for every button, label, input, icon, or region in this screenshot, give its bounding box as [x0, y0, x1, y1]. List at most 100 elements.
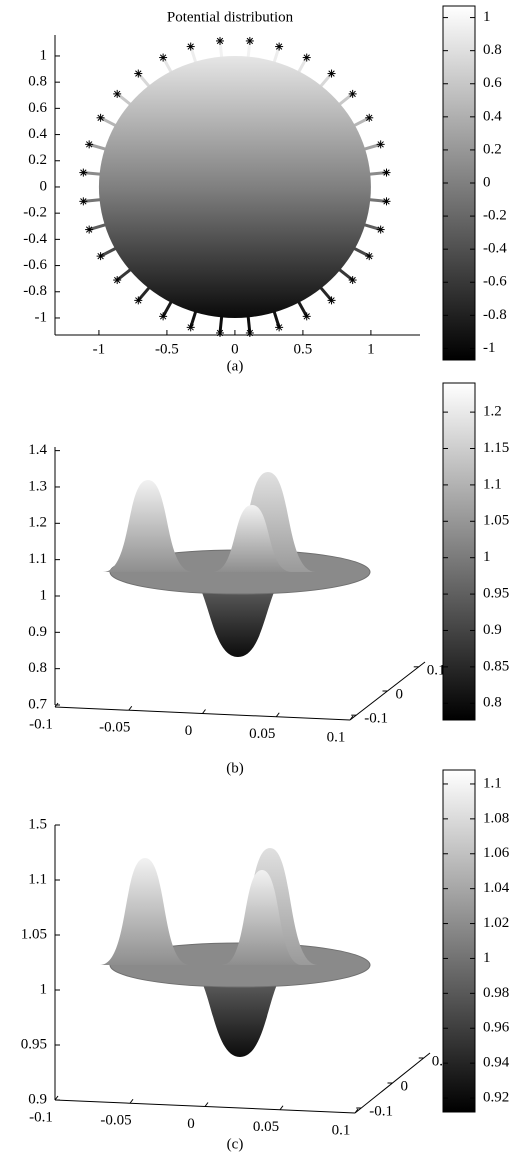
- colorbar-tick-label: 1.08: [483, 810, 509, 826]
- y-tick-label: 0.6: [28, 100, 47, 116]
- x-tick-label: 1: [367, 341, 375, 357]
- chart-title: Potential distribution: [167, 9, 294, 25]
- z-tick-label: 0.9: [28, 624, 47, 640]
- z-tick-label: 0.95: [21, 1036, 47, 1052]
- x-tick: [129, 1098, 134, 1104]
- x-tick-label: -1: [93, 341, 106, 357]
- electrode: [246, 37, 254, 45]
- electrode: [383, 198, 390, 205]
- electrode-lead: [88, 222, 108, 231]
- x-tick-label: -0.1: [29, 1109, 53, 1125]
- x-tick-label: 0: [231, 341, 239, 357]
- y-tick-label: 0: [40, 178, 48, 194]
- colorbar-tick-label: 0.2: [483, 141, 502, 157]
- x-tick: [354, 1108, 359, 1114]
- x-tick: [54, 1095, 59, 1101]
- x-tick-label: 0: [187, 1116, 195, 1132]
- electrode-lead: [351, 246, 370, 258]
- colorbar-tick-label: -0.2: [483, 208, 507, 224]
- electrode: [383, 169, 390, 176]
- colorbar-tick-label: -1: [483, 340, 496, 356]
- z-tick-label: 1.2: [28, 515, 47, 531]
- colorbar: [442, 382, 476, 721]
- colorbar-tick-label: -0.4: [483, 241, 507, 257]
- y-tick-label: -0.2: [23, 205, 47, 221]
- electrode: [97, 114, 104, 121]
- colorbar-tick-label: 1.2: [483, 404, 502, 420]
- z-tick-label: 1.5: [28, 816, 47, 832]
- electrode: [275, 324, 283, 331]
- colorbar-tick-label: 0.98: [483, 985, 509, 1001]
- colorbar-tick-label: 0.9: [483, 622, 502, 638]
- z-tick-label: 0.9: [28, 1091, 47, 1107]
- surface-dip: [185, 965, 295, 1057]
- electrode-lead: [362, 222, 382, 231]
- electrode: [377, 141, 384, 148]
- electrode-lead: [161, 56, 174, 75]
- electrode-lead: [272, 309, 281, 328]
- y-tick-label: -0.1: [369, 1103, 393, 1119]
- electrode-lead: [88, 142, 108, 152]
- colorbar-tick-label: 0.94: [483, 1055, 510, 1071]
- electrode: [97, 252, 104, 260]
- z-tick-label: 1: [40, 587, 48, 603]
- y-tick-label: 0.8: [28, 74, 47, 90]
- colorbar-tick-label: 0.6: [483, 75, 502, 91]
- y-tick-label: 0.2: [28, 152, 47, 168]
- electrode-lead: [161, 299, 174, 318]
- colorbar-tick-label: 0.4: [483, 108, 502, 124]
- electrode: [159, 54, 167, 61]
- colorbar-tick-label: 0.96: [483, 1020, 510, 1036]
- colorbar-tick-label: 1.15: [483, 440, 509, 456]
- y-tick-label: -0.6: [23, 257, 47, 273]
- z-tick-label: 1.4: [28, 442, 47, 458]
- electrode-lead: [189, 46, 198, 65]
- electrode: [303, 313, 310, 320]
- z-tick-label: 0.8: [28, 660, 47, 676]
- x-tick-label: 0.5: [294, 341, 313, 357]
- z-tick-label: 1.1: [28, 871, 47, 887]
- z-tick-label: 1.05: [21, 926, 47, 942]
- colorbar-tick-label: 1: [483, 950, 491, 966]
- electrode-lead: [189, 309, 198, 328]
- electrode: [159, 313, 167, 320]
- z-tick-label: 1.3: [28, 478, 47, 494]
- z-tick-label: 1.1: [28, 551, 47, 567]
- y-tick-label: 0.4: [28, 126, 47, 142]
- electrode-lead: [351, 116, 370, 128]
- x-tick: [279, 1105, 284, 1111]
- x-tick-label: -0.5: [155, 341, 179, 357]
- y-tick-label: 0.1: [427, 662, 446, 678]
- colorbar-tick-label: 1: [483, 549, 491, 565]
- colorbar-tick-label: 0.8: [483, 695, 502, 711]
- x-tick-label: 0.05: [253, 1119, 279, 1135]
- electrode: [349, 90, 356, 98]
- colorbar-tick-label: 1.02: [483, 915, 509, 931]
- x-tick-label: 0.05: [249, 726, 275, 742]
- surface-peak: [212, 505, 292, 572]
- x-tick-label: -0.05: [99, 720, 130, 736]
- electrode: [275, 43, 283, 50]
- surface-peak: [100, 858, 190, 965]
- colorbar-tick-label: 0.95: [483, 586, 509, 602]
- x-tick-label: 0.1: [332, 1122, 351, 1138]
- x-tick-label: 0.1: [327, 729, 346, 745]
- y-tick-label: -0.4: [23, 231, 47, 247]
- electrode: [85, 226, 93, 233]
- electrode: [216, 37, 224, 45]
- electrode-lead: [296, 56, 309, 75]
- colorbar-tick-label: 1.04: [483, 880, 510, 896]
- colorbar-tick-label: 1.1: [483, 775, 502, 791]
- electrode: [187, 43, 194, 50]
- electrode-lead: [272, 46, 281, 65]
- y-tick-label: 0: [401, 1078, 409, 1094]
- caption: (c): [227, 1136, 244, 1152]
- colorbar-tick-label: 1.05: [483, 513, 509, 529]
- colorbar-tick-label: 1: [483, 9, 491, 25]
- colorbar-tick-label: 0.92: [483, 1089, 509, 1105]
- caption: (b): [226, 760, 244, 776]
- x-tick: [128, 705, 133, 711]
- x-tick-label: -0.1: [29, 716, 53, 732]
- y-tick-label: -1: [35, 309, 48, 325]
